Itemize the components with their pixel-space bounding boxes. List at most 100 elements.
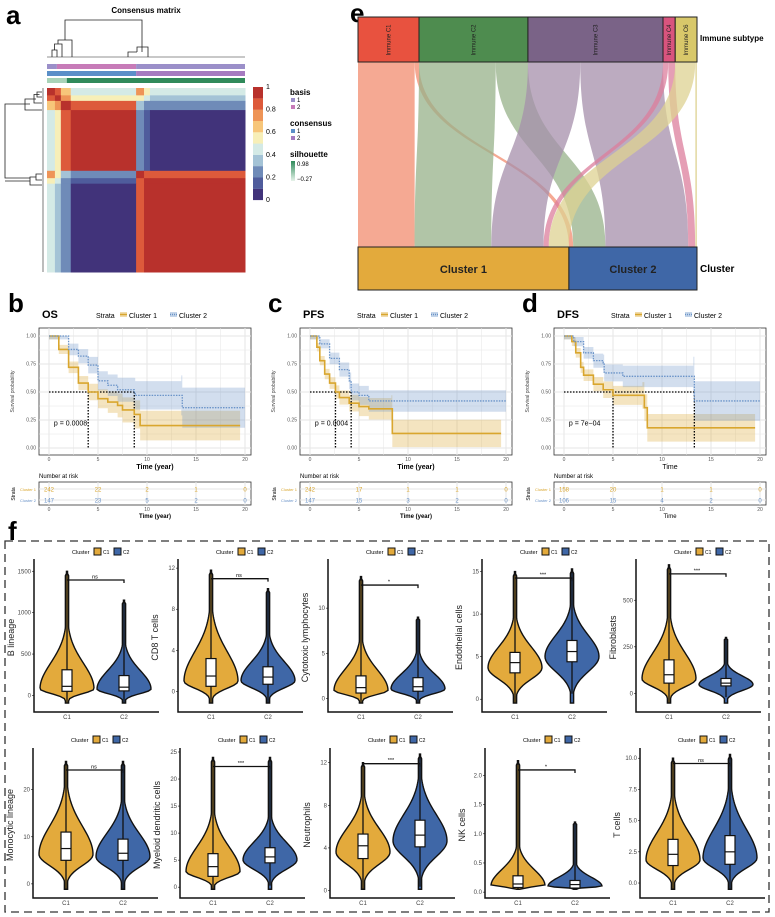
y-axis-label: Survival probability <box>271 370 277 412</box>
consensus-legend-item: 2 <box>297 136 301 142</box>
significance-label: ns <box>92 574 98 580</box>
x-tick-label: 15 <box>454 457 460 463</box>
legend-title: Cluster <box>71 738 89 744</box>
risk-count: 23 <box>95 499 102 505</box>
heatmap-cell <box>60 170 72 179</box>
x-tick-label: C2 <box>416 901 424 907</box>
x-tick-label: C2 <box>571 901 579 907</box>
risk-strata-label: Cluster 1 <box>20 487 37 492</box>
heatmap-cell <box>54 178 62 185</box>
legend-swatch <box>93 547 102 556</box>
heatmap-cell <box>149 95 246 102</box>
significance-label: *** <box>694 568 701 574</box>
boxplot-box <box>117 838 129 861</box>
colorbar-tick: 1 <box>266 84 270 91</box>
boxplot-box <box>512 875 524 889</box>
survival-curve-2 <box>310 335 506 402</box>
risk-table-frame <box>299 481 513 506</box>
heatmap-cell <box>54 100 62 111</box>
y-tick-label: 0 <box>476 697 480 703</box>
legend-title: Cluster <box>523 738 541 744</box>
y-axis-label: Monocytic lineage <box>5 789 15 861</box>
boxplot-box <box>118 674 130 692</box>
x-tick-label: 5 <box>97 457 100 463</box>
legend-label: C1 <box>399 738 406 744</box>
legend-label: C2 <box>729 738 736 744</box>
boxplot-box <box>264 847 276 864</box>
km-title: OS <box>42 309 58 321</box>
legend-label: C1 <box>709 738 716 744</box>
basis-legend-item: 2 <box>297 105 301 111</box>
consensus-heatmap: Consensus matrix00.20.40.60.81basis12con… <box>4 6 332 273</box>
heatmap-cell <box>70 183 137 273</box>
basis-legend-swatch <box>291 105 295 109</box>
risk-table-frame <box>38 481 252 506</box>
risk-count: 3 <box>406 499 410 505</box>
immune-subtype-axis-label: Immune subtype <box>700 34 764 43</box>
risk-count: 1 <box>709 488 713 494</box>
x-tick-label: C1 <box>359 901 367 907</box>
legend-swatch <box>112 735 121 744</box>
legend-swatch <box>695 547 704 556</box>
x-tick-label: 15 <box>193 457 199 463</box>
x-tick-label: 20 <box>242 457 248 463</box>
x-tick-label: 15 <box>708 457 714 463</box>
x-tick-label: 0 <box>309 457 312 463</box>
y-tick-label: 15 <box>472 570 479 576</box>
km-plot-b: OS Strata Cluster 1 Cluster 2p = 0.00080.00… <box>10 309 252 520</box>
legend-label: C2 <box>725 550 732 556</box>
heatmap-cell <box>136 88 145 96</box>
heatmap-cell <box>144 170 151 179</box>
legend-title: Cluster <box>72 550 90 556</box>
y-axis-label: Survival probability <box>10 370 16 412</box>
colorbar-bin <box>253 143 263 155</box>
risk-x-tick: 5 <box>612 507 615 513</box>
legend-swatch <box>170 312 177 317</box>
x-tick-label: C2 <box>264 715 272 721</box>
heatmap-cell <box>60 95 72 102</box>
alluvial-flow <box>491 62 581 247</box>
legend-swatch <box>257 547 266 556</box>
legend-title: Cluster <box>674 550 692 556</box>
basis-legend-title: basis <box>290 88 311 97</box>
heatmap-cell <box>136 170 145 179</box>
risk-table-frame <box>553 481 767 506</box>
x-tick-label: C2 <box>120 715 128 721</box>
heatmap-cell <box>144 95 151 102</box>
y-tick-label: 20 <box>23 788 30 794</box>
cluster-node <box>568 246 698 291</box>
legend-swatch <box>259 735 268 744</box>
violin-plot: Cluster C1 C2 0 5 10 15 Endothelial cells C1 C2 **… <box>454 547 607 721</box>
heatmap-cell <box>149 110 246 172</box>
boxplot-box <box>414 819 426 848</box>
alluvial-diagram: Immune C1 Immune C2 Immune C3 Immune C4 Immu… <box>357 16 764 291</box>
legend-title: Cluster <box>366 550 384 556</box>
risk-x-axis-label: Time (year) <box>400 514 432 520</box>
panel-f-border <box>4 540 770 913</box>
significance-label: *** <box>238 761 245 767</box>
risk-x-tick: 20 <box>503 507 509 513</box>
heatmap-cell <box>70 170 137 179</box>
y-tick-label: 10.0 <box>625 756 637 762</box>
colorbar-bin <box>253 154 263 167</box>
consensus-legend-swatch <box>291 129 295 133</box>
silhouette-annotation <box>47 78 67 83</box>
boxplot-box <box>355 675 367 694</box>
alluvial-flow <box>695 62 697 247</box>
risk-count: 0 <box>758 499 762 505</box>
legend-label: Cluster 2 <box>440 313 468 320</box>
confidence-band <box>564 336 756 448</box>
y-tick-label: 500 <box>21 652 32 658</box>
cluster-node-label: Cluster 2 <box>609 264 656 276</box>
y-tick-label: 0.5 <box>474 861 483 867</box>
risk-count: 0 <box>243 499 247 505</box>
immune-subtype-node <box>357 16 420 63</box>
significance-label: ns <box>91 764 97 770</box>
heatmap-cell <box>60 110 72 172</box>
legend-label: Cluster 2 <box>179 313 207 320</box>
y-axis-label: B lineage <box>6 619 16 657</box>
risk-count: 2 <box>455 499 459 505</box>
legend-label: C1 <box>249 738 256 744</box>
boxplot-box <box>262 666 274 685</box>
axes <box>484 748 610 899</box>
